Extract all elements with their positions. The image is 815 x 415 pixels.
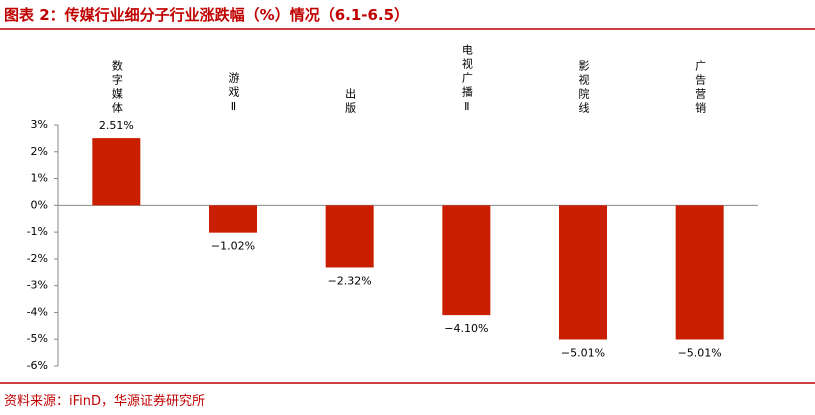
y-tick-label: -4% xyxy=(27,305,48,318)
y-tick-label: 3% xyxy=(31,118,48,131)
bar xyxy=(442,205,491,316)
y-tick-label: 1% xyxy=(31,172,48,185)
x-tick-label: 数字媒体 xyxy=(110,60,123,116)
bar xyxy=(675,205,724,340)
bar xyxy=(559,205,607,340)
value-label: −5.01% xyxy=(561,346,605,359)
bar xyxy=(92,138,141,206)
x-tick-label: 广告营销 xyxy=(694,60,707,116)
y-tick-label: 2% xyxy=(31,145,48,158)
y-tick-label: -5% xyxy=(27,332,48,345)
source-note: 资料来源：iFinD，华源证券研究所 xyxy=(4,393,205,409)
value-label: 2.51% xyxy=(99,119,134,132)
x-tick-label: 影视院线 xyxy=(577,60,590,116)
value-label: −4.10% xyxy=(444,322,488,335)
bar xyxy=(325,205,374,268)
chart-title: 图表 2：传媒行业细分子行业涨跌幅（%）情况（6.1-6.5） xyxy=(4,6,409,24)
x-tick-label: 游戏Ⅱ xyxy=(227,72,240,116)
bar xyxy=(209,205,257,233)
y-tick-label: -6% xyxy=(27,359,48,372)
value-label: −5.01% xyxy=(678,346,722,359)
value-label: −1.02% xyxy=(211,240,255,253)
y-tick-label: -2% xyxy=(27,252,48,265)
value-label: −2.32% xyxy=(328,274,372,287)
y-tick-label: -3% xyxy=(27,279,48,292)
y-tick-label: -1% xyxy=(27,225,48,238)
x-tick-label: 出版 xyxy=(344,87,357,116)
y-tick-label: 0% xyxy=(31,198,48,211)
x-tick-label: 电视广播Ⅱ xyxy=(460,44,473,116)
